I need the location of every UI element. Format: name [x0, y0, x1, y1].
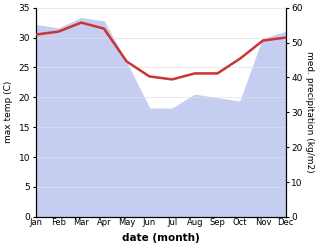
Y-axis label: max temp (C): max temp (C): [4, 81, 13, 144]
X-axis label: date (month): date (month): [122, 233, 200, 243]
Y-axis label: med. precipitation (kg/m2): med. precipitation (kg/m2): [305, 51, 314, 173]
